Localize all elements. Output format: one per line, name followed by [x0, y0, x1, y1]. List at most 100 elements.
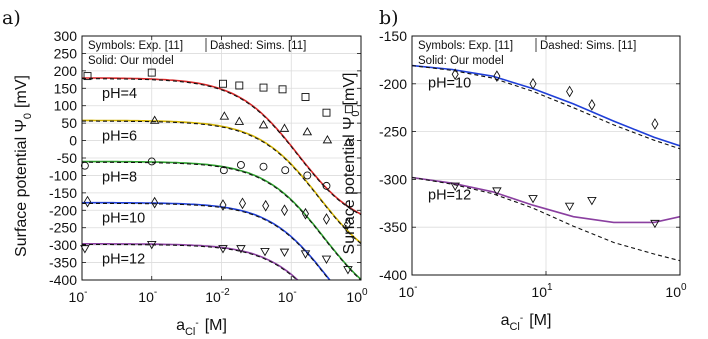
annotation-symbols: Symbols: Exp. [11] [88, 40, 183, 52]
y-tick-label: 50 [61, 115, 77, 131]
data-point-pH=8 [80, 161, 89, 170]
x-tick-label: 10- [69, 287, 88, 305]
data-point-pH=8 [322, 181, 331, 190]
series-label: pH=8 [102, 169, 137, 185]
data-point-pH=4 [83, 72, 92, 81]
annotation-dashed: Dashed: Sims. [11] [540, 40, 636, 52]
data-point-pH=4 [278, 85, 287, 94]
y-tick-label: -250 [49, 220, 77, 236]
y-tick-label: -150 [49, 185, 77, 201]
data-point-pH=10 [343, 218, 352, 231]
data-point-pH=4 [147, 68, 156, 77]
data-point-pH=4 [235, 81, 244, 90]
annotation-solid: Solid: Our model [418, 55, 504, 67]
series-dashed-pH=8 [82, 161, 361, 280]
x-tick-label: 101 [531, 282, 553, 300]
data-point-pH=8 [147, 157, 156, 166]
x-tick-label: 10-2 [205, 287, 230, 305]
series-curves [412, 64, 680, 262]
series-label: pH=6 [102, 128, 137, 144]
data-point-pH=6 [234, 116, 245, 125]
series-label: pH=12 [102, 252, 145, 268]
panel-a: pH=4pH=6pH=8pH=10pH=12300250200150100500… [2, 7, 368, 338]
y-tick-label: -300 [379, 171, 407, 187]
y-tick-label: -150 [379, 28, 407, 44]
data-point-pH=4 [219, 79, 227, 88]
panel-label: a) [2, 7, 21, 29]
data-point-pH=10 [262, 199, 270, 212]
data-point-pH=10 [151, 196, 159, 209]
y-tick-label: 0 [69, 133, 77, 149]
data-point-pH=6 [219, 111, 230, 120]
series-solid-pH=12 [82, 243, 299, 280]
series-solid-pH=12 [412, 176, 680, 224]
series-solid-pH=10 [412, 64, 680, 147]
y-tick-label: -300 [49, 237, 77, 253]
series-curves [82, 77, 361, 280]
data-point-pH=10 [566, 85, 574, 98]
data-point-pH=10 [301, 207, 310, 220]
y-axis-label: Surface potential Ψ0[mV] [13, 75, 34, 257]
data-point-pH=8 [281, 166, 290, 175]
y-tick-label: -100 [49, 167, 77, 183]
data-point-pH=4 [259, 83, 268, 92]
y-tick-label: -200 [49, 202, 77, 218]
data-point-pH=10 [529, 77, 537, 90]
x-axis-label: aCl- [M] [501, 312, 552, 333]
series-label: pH=10 [102, 211, 145, 227]
data-point-pH=6 [343, 137, 354, 146]
data-point-pH=12 [450, 182, 460, 191]
y-tick-label: 100 [54, 98, 78, 114]
y-tick-label: -200 [379, 76, 407, 92]
data-point-pH=12 [321, 255, 332, 264]
data-point-pH=6 [302, 126, 313, 136]
data-point-pH=10 [588, 98, 596, 111]
series-dashed-pH=4 [82, 78, 361, 216]
data-point-pH=12 [492, 187, 502, 196]
data-point-pH=10 [219, 199, 227, 211]
y-tick-label: -350 [49, 255, 77, 271]
data-point-pH=12 [236, 245, 246, 254]
data-point-pH=12 [564, 202, 575, 212]
x-tick-label: 10- [399, 282, 418, 300]
data-point-pH=10 [322, 213, 331, 225]
data-point-pH=8 [219, 166, 228, 175]
data-point-pH=10 [280, 204, 289, 217]
y-tick-label: -400 [49, 272, 77, 288]
data-point-pH=8 [236, 161, 245, 169]
data-point-pH=6 [279, 123, 290, 132]
data-point-pH=6 [322, 134, 333, 144]
y-tick-label: 300 [54, 28, 78, 44]
data-point-pH=10 [493, 70, 501, 83]
panel-label: b) [379, 7, 399, 29]
y-tick-label: -400 [379, 267, 407, 283]
data-point-pH=4 [344, 105, 353, 114]
data-point-pH=12 [146, 240, 157, 250]
data-point-pH=12 [80, 245, 90, 254]
y-axis-label: Surface potential Ψ0[mV] [341, 73, 362, 255]
data-point-pH=12 [650, 219, 660, 229]
data-point-pH=4 [301, 93, 310, 101]
data-point-pH=12 [343, 266, 353, 275]
data-point-pH=4 [322, 108, 331, 117]
series-dashed-pH=12 [412, 176, 680, 262]
data-point-pH=10 [238, 197, 247, 210]
data-point-pH=12 [260, 247, 270, 257]
y-tick-label: -250 [379, 124, 407, 140]
y-tick-label: 200 [54, 63, 78, 79]
y-tick-label: -350 [379, 219, 407, 235]
x-tick-label: 100 [665, 282, 687, 300]
series-label: pH=4 [102, 86, 137, 102]
x-tick-label: 10- [138, 287, 157, 305]
annotation-dashed: Dashed: Sims. [11] [210, 40, 306, 52]
data-point-pH=10 [83, 195, 92, 208]
series-label: pH=12 [428, 187, 471, 203]
x-tick-label: 10- [278, 287, 297, 305]
data-point-pH=6 [149, 115, 160, 124]
data-point-pH=12 [587, 196, 597, 206]
data-point-pH=10 [451, 68, 459, 81]
x-tick-label: 100 [346, 287, 368, 305]
y-tick-label: -50 [57, 150, 77, 166]
data-point-pH=12 [528, 195, 538, 204]
